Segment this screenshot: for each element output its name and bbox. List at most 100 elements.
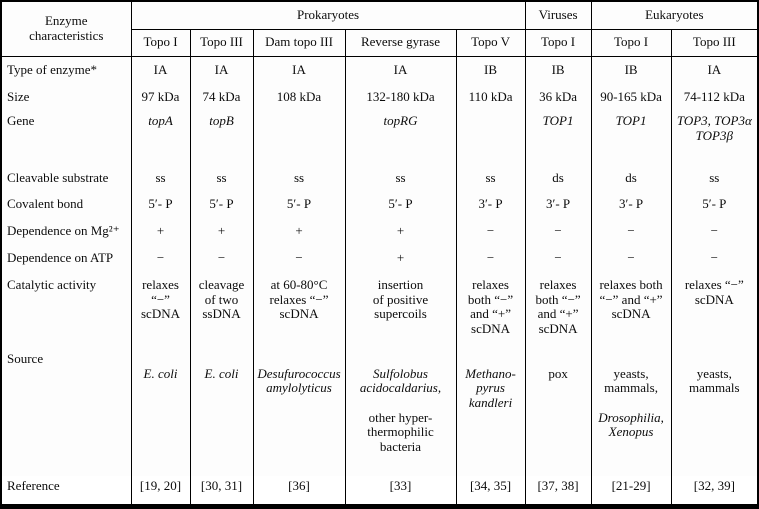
- row-label: Cleavable substrate: [0, 166, 132, 191]
- column-header-virus-topo-i: Topo I: [524, 28, 592, 57]
- cell: 5′- P: [344, 191, 457, 218]
- cell: 5′- P: [130, 191, 191, 218]
- cell: −: [252, 245, 346, 271]
- cell: IA: [344, 56, 457, 84]
- cell: 3′- P: [524, 191, 592, 218]
- cell: Sulfolobus acidocaldarius, other hyper- …: [344, 347, 457, 470]
- cell: 90-165 kDa: [590, 84, 672, 110]
- cell: 3′- P: [455, 191, 526, 218]
- cell: −: [670, 245, 759, 271]
- row-label: Gene: [0, 110, 132, 166]
- row-label: Catalytic activity: [0, 271, 132, 347]
- column-header-topo-v: Topo V: [455, 28, 526, 57]
- source-species-italic: Desufurococcus amylolyticus: [257, 365, 341, 396]
- column-header-euk-topo-iii: Topo III: [670, 28, 759, 57]
- cell: E. coli: [130, 347, 191, 470]
- cell: 5′- P: [252, 191, 346, 218]
- cell: [37, 38]: [524, 469, 592, 507]
- cell: IA: [252, 56, 346, 84]
- row-label: Source: [0, 347, 132, 470]
- source-species-italic: Methano- pyrus kandleri: [465, 365, 516, 411]
- cell: ss: [189, 166, 254, 191]
- cell: 132-180 kDa: [344, 84, 457, 110]
- row-label: Reference: [0, 469, 132, 507]
- column-header-prok-topo-iii: Topo III: [189, 28, 254, 57]
- cell: TOP1: [590, 110, 672, 166]
- cell: insertion of positive supercoils: [344, 271, 457, 347]
- cell: −: [455, 245, 526, 271]
- group-header-eukaryotes: Eukaryotes: [590, 0, 759, 30]
- group-header-prokaryotes: Prokaryotes: [130, 0, 526, 30]
- cell: −: [670, 218, 759, 245]
- cell: 110 kDa: [455, 84, 526, 110]
- cell: +: [189, 218, 254, 245]
- cell: Desufurococcus amylolyticus: [252, 347, 346, 470]
- row-label: Size: [0, 84, 132, 110]
- cell: relaxes “−” scDNA: [130, 271, 191, 347]
- cell: −: [130, 245, 191, 271]
- cell: [33]: [344, 469, 457, 507]
- cell: pox: [524, 347, 592, 470]
- source-text: yeasts, mammals,: [604, 365, 658, 396]
- cell: cleavage of two ssDNA: [189, 271, 254, 347]
- row-label: Dependence on ATP: [0, 245, 132, 271]
- cell: ds: [524, 166, 592, 191]
- cell: ss: [455, 166, 526, 191]
- cell: TOP3, TOP3α TOP3β: [670, 110, 759, 166]
- row-dependence-mg: Dependence on Mg²⁺ + + + + − − − −: [0, 218, 759, 245]
- cell: TOP1: [524, 110, 592, 166]
- row-dependence-atp: Dependence on ATP − − − + − − − −: [0, 245, 759, 271]
- cell: IA: [130, 56, 191, 84]
- source-species-italic: E. coli: [143, 365, 178, 381]
- row-covalent-bond: Covalent bond 5′- P 5′- P 5′- P 5′- P 3′…: [0, 191, 759, 218]
- cell: at 60-80°C relaxes “−” scDNA: [252, 271, 346, 347]
- row-label: Covalent bond: [0, 191, 132, 218]
- cell: [19, 20]: [130, 469, 191, 507]
- source-species-italic: Sulfolobus acidocaldarius,: [359, 365, 442, 396]
- column-header-euk-topo-i: Topo I: [590, 28, 672, 57]
- cell: [30, 31]: [189, 469, 254, 507]
- cell: topA: [130, 110, 191, 166]
- cell: 5′- P: [189, 191, 254, 218]
- row-label: Type of enzyme*: [0, 56, 132, 84]
- source-text: other hyper- thermophilic bacteria: [367, 409, 434, 455]
- cell: 97 kDa: [130, 84, 191, 110]
- cell: 108 kDa: [252, 84, 346, 110]
- row-gene: Gene topA topB topRG TOP1 TOP1 TOP3, TOP…: [0, 110, 759, 166]
- cell: [32, 39]: [670, 469, 759, 507]
- column-header-row: Topo I Topo III Dam topo III Reverse gyr…: [1, 28, 759, 57]
- source-species-italic: Drosophilia, Xenopus: [598, 409, 664, 440]
- corner-header: Enzyme characteristics: [0, 0, 132, 57]
- cell: [34, 35]: [455, 469, 526, 507]
- cell: +: [130, 218, 191, 245]
- cell: 3′- P: [590, 191, 672, 218]
- cell: relaxes both “−” and “+” scDNA: [590, 271, 672, 347]
- group-header-viruses: Viruses: [524, 0, 592, 30]
- cell: IA: [189, 56, 254, 84]
- cell: IB: [455, 56, 526, 84]
- column-header-prok-topo-i: Topo I: [130, 28, 191, 57]
- cell: ss: [344, 166, 457, 191]
- row-size: Size 97 kDa 74 kDa 108 kDa 132-180 kDa 1…: [0, 84, 759, 110]
- cell: [36]: [252, 469, 346, 507]
- row-catalytic-activity: Catalytic activity relaxes “−” scDNA cle…: [0, 271, 759, 347]
- cell: relaxes both “−” and “+” scDNA: [524, 271, 592, 347]
- cell: −: [455, 218, 526, 245]
- cell: [21-29]: [590, 469, 672, 507]
- cell: relaxes both “−” and “+” scDNA: [455, 271, 526, 347]
- cell: Methano- pyrus kandleri: [455, 347, 526, 470]
- cell: relaxes “−” scDNA: [670, 271, 759, 347]
- column-header-dam-topo-iii: Dam topo III: [252, 28, 346, 57]
- cell: [252, 110, 346, 166]
- row-cleavable-substrate: Cleavable substrate ss ss ss ss ss ds ds…: [0, 166, 759, 191]
- column-header-reverse-gyrase: Reverse gyrase: [344, 28, 457, 57]
- cell: 74-112 kDa: [670, 84, 759, 110]
- cell: IB: [524, 56, 592, 84]
- cell: ss: [252, 166, 346, 191]
- cell: 74 kDa: [189, 84, 254, 110]
- cell: ss: [670, 166, 759, 191]
- group-header-row: Enzyme characteristics Prokaryotes Virus…: [0, 0, 759, 57]
- row-reference: Reference [19, 20] [30, 31] [36] [33] [3…: [0, 469, 759, 507]
